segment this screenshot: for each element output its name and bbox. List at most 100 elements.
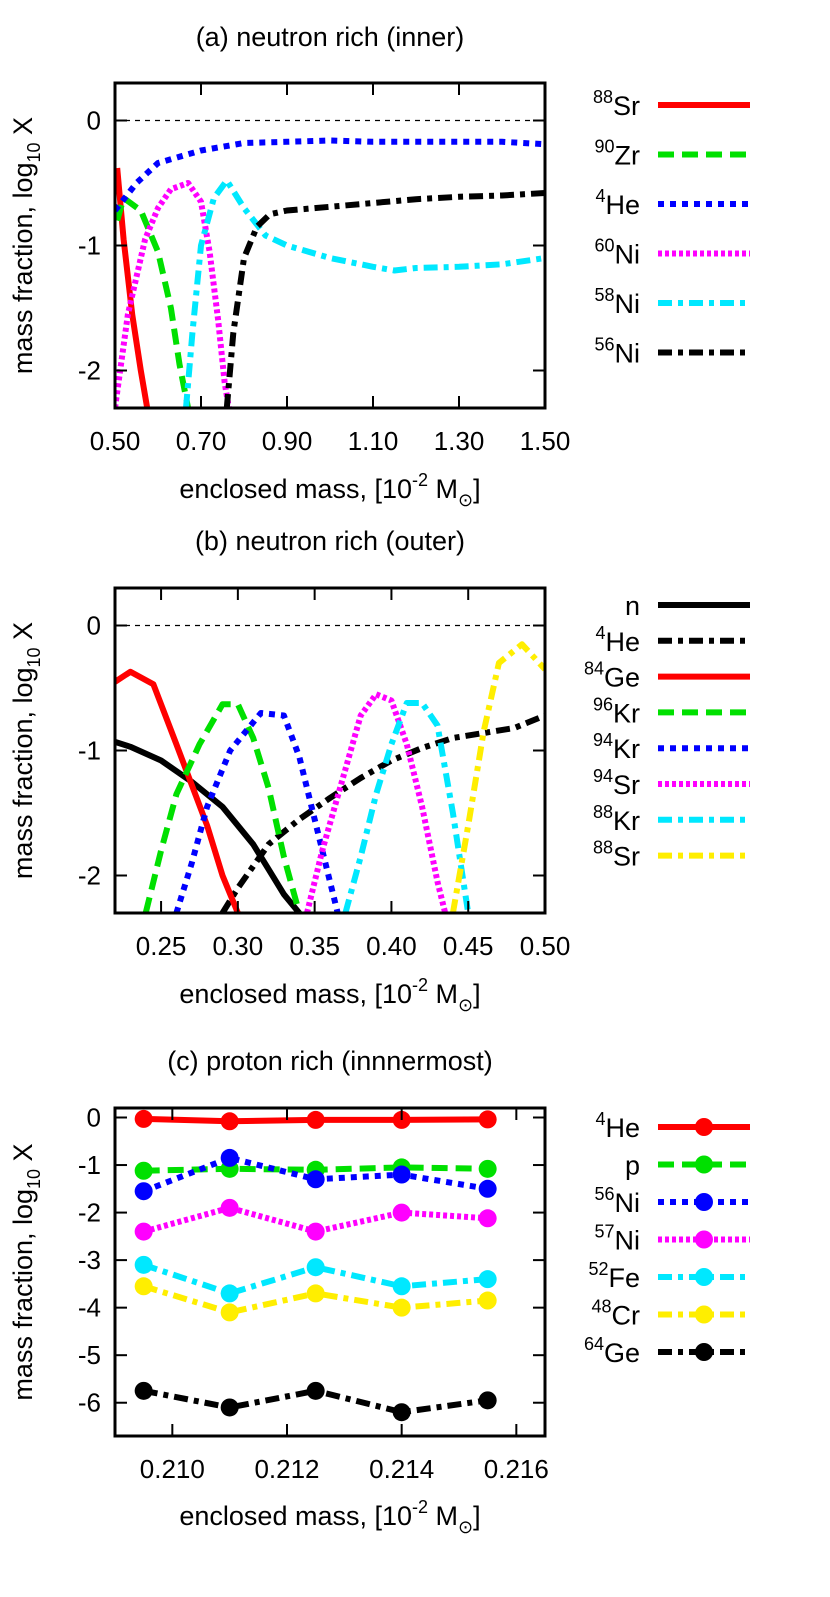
y-tick-label: -2 [78, 1198, 101, 1228]
plot-frame [113, 1106, 547, 1438]
legend-entry-label: 94Sr [593, 766, 640, 800]
series-line-n [115, 738, 302, 913]
y-tick-label: -2 [78, 356, 101, 386]
legend-marker [695, 1118, 713, 1136]
chart-panel-1: (a) neutron rich (inner) 0.50 0.70 0.90 1.10… [8, 22, 750, 510]
y-axis-label: mass fraction, log10 X [8, 622, 44, 879]
data-point [134, 1161, 153, 1180]
x-tick-label: 0.210 [140, 1454, 205, 1484]
data-point [478, 1291, 497, 1310]
x-tick-label: 1.50 [520, 426, 571, 456]
y-tick-label: -1 [78, 231, 101, 261]
series-line-4He [219, 712, 545, 913]
x-tick-label: 0.35 [289, 931, 340, 961]
y-axis-label: mass fraction, log10 X [8, 1143, 44, 1400]
data-point [392, 1403, 411, 1422]
legend-entry-label: 96Kr [593, 694, 640, 728]
data-point [134, 1182, 153, 1201]
x-tick-label: 0.70 [176, 426, 227, 456]
chart-panel-2: (b) neutron rich (outer) 0.25 0.30 0.35 0.40… [8, 526, 750, 1015]
x-tick-label: 0.40 [366, 931, 417, 961]
data-point [478, 1110, 497, 1129]
data-point [306, 1381, 325, 1400]
y-tick-label: -1 [78, 1150, 101, 1180]
data-point [220, 1284, 239, 1303]
series-line-58Ni [183, 177, 545, 408]
series-line-94Kr [173, 710, 341, 913]
data-point [478, 1391, 497, 1410]
data-point [392, 1277, 411, 1296]
data-point [220, 1198, 239, 1217]
data-point [306, 1258, 325, 1277]
legend-entry-label: 88Sr [593, 87, 640, 121]
legend-entry-label: 84Ge [584, 659, 640, 693]
chart-panel-3: (c) proton rich (innnermost) 0.210 0.212 0.… [8, 1046, 750, 1537]
legend-entry-label: 64Ge [584, 1334, 640, 1368]
legend-entry-label: 58Ni [594, 285, 640, 319]
y-tick-label: 0 [87, 1103, 101, 1133]
y-tick-label: 0 [87, 611, 101, 641]
y-tick-label: -5 [78, 1340, 101, 1370]
legend-entry-label: 56Ni [594, 335, 640, 369]
legend-entry-label: 94Kr [593, 730, 640, 764]
legend-entry-label: p [625, 1151, 640, 1181]
chart-title: (c) proton rich (innnermost) [167, 1046, 493, 1076]
legend-entry-label: n [625, 591, 640, 621]
y-tick-label: -6 [78, 1388, 101, 1418]
legend-entry-label: 52Fe [588, 1259, 640, 1293]
legend-marker [695, 1268, 713, 1286]
data-point [220, 1398, 239, 1417]
data-point [220, 1112, 239, 1131]
legend-entry-label: 4He [595, 1109, 640, 1143]
x-tick-label: 0.30 [213, 931, 264, 961]
x-tick-label: 0.216 [484, 1454, 549, 1484]
legend-entry-label: 60Ni [594, 236, 640, 270]
x-tick-label: 0.45 [443, 931, 494, 961]
series-line-84Ge [115, 668, 241, 913]
x-tick-label: 0.25 [136, 931, 187, 961]
y-tick-label: -2 [78, 861, 101, 891]
legend-entry-label: 48Cr [591, 1297, 640, 1331]
y-tick-label: -3 [78, 1245, 101, 1275]
y-tick-label: 0 [87, 106, 101, 136]
series-group [115, 137, 545, 408]
legend-marker [695, 1193, 713, 1211]
series-line-56Ni [223, 190, 545, 408]
series-line-96Kr [142, 701, 303, 913]
chart-title: (a) neutron rich (inner) [196, 22, 465, 52]
data-point [478, 1270, 497, 1289]
x-tick-label: 0.214 [369, 1454, 434, 1484]
series-line-60Ni [115, 180, 232, 408]
data-point [220, 1148, 239, 1167]
x-axis-label: enclosed mass, [10-2 M⊙] [179, 470, 480, 510]
series-line-88Kr [342, 700, 472, 913]
data-point [306, 1110, 325, 1129]
data-point [478, 1179, 497, 1198]
series-group [115, 641, 545, 913]
legend-marker [695, 1155, 713, 1174]
legend-marker [695, 1343, 713, 1361]
series-line-90Zr [115, 195, 192, 408]
data-point [478, 1159, 497, 1178]
data-point [134, 1381, 153, 1400]
legend-entry-label: 90Zr [594, 137, 640, 171]
chart-title: (b) neutron rich (outer) [195, 526, 465, 556]
legend-entry-label: 88Sr [593, 838, 640, 872]
data-point [134, 1255, 153, 1274]
legend-entry-label: 56Ni [594, 1184, 640, 1218]
legend-entry-label: 88Kr [593, 802, 640, 836]
legend-entry-label: 57Ni [594, 1222, 640, 1256]
data-point [306, 1284, 325, 1303]
y-tick-label: -4 [78, 1293, 101, 1323]
data-point [392, 1165, 411, 1184]
y-tick-label: -1 [78, 736, 101, 766]
series-line-94Sr [304, 691, 449, 913]
data-point [134, 1222, 153, 1241]
legend-entry-label: 4He [595, 623, 640, 657]
y-axis-label: mass fraction, log10 X [8, 117, 44, 374]
x-axis-label: enclosed mass, [10-2 M⊙] [179, 975, 480, 1015]
x-axis-label: enclosed mass, [10-2 M⊙] [179, 1497, 480, 1537]
legend-entry-label: 4He [595, 186, 640, 220]
